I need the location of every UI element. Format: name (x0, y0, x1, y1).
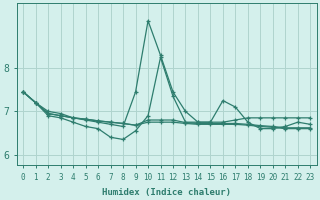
X-axis label: Humidex (Indice chaleur): Humidex (Indice chaleur) (102, 188, 231, 197)
